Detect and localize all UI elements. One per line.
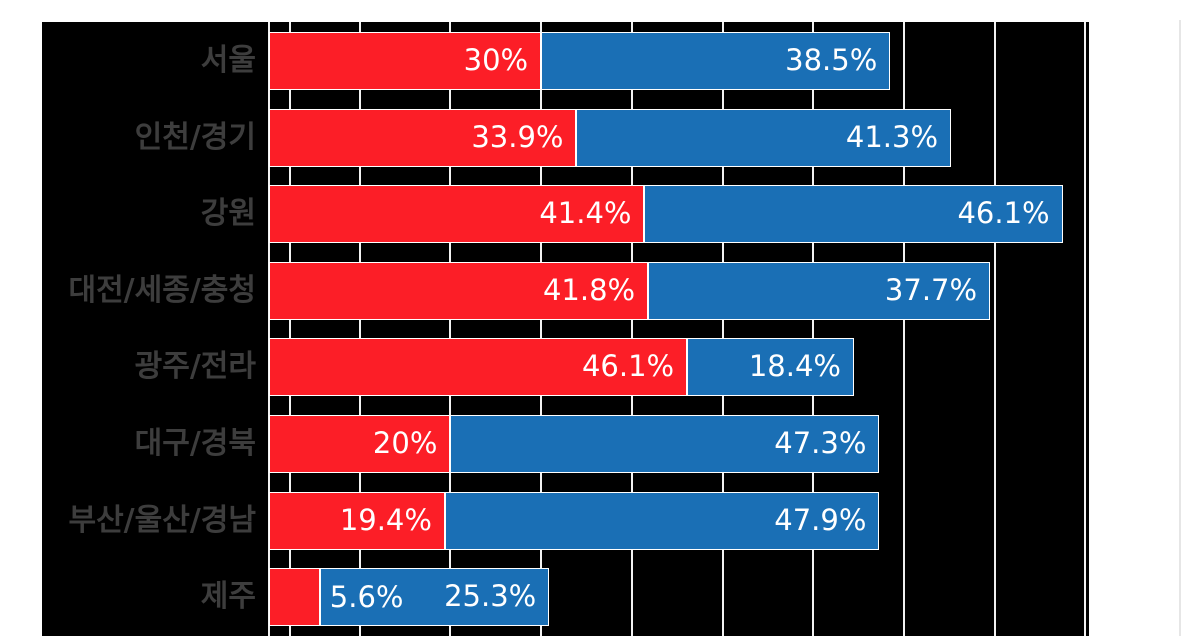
value-label: 33.9%	[471, 119, 564, 154]
blue-series-bar-segment: 37.7%	[648, 261, 991, 320]
x-gridline	[812, 22, 815, 636]
category-label: 대구/경북	[134, 426, 256, 461]
value-label: 37.7%	[884, 272, 978, 307]
category-label: 인천/경기	[134, 119, 256, 155]
red-series-bar-segment: 33.9%	[269, 108, 577, 167]
red-series-bar-segment: 41.4%	[269, 185, 645, 244]
x-gridline	[268, 22, 270, 636]
x-gridline	[449, 22, 452, 636]
category-label: 서울	[200, 43, 256, 78]
category-label: 부산/울산/경남	[68, 502, 256, 538]
value-label: 20%	[372, 426, 438, 460]
red-series-bar-segment: 41.8%	[269, 261, 649, 320]
blue-series-bar-segment: 47.9%	[444, 491, 880, 550]
value-label: 19.4%	[339, 502, 432, 537]
blue-series-bar-segment: 41.3%	[576, 108, 952, 167]
blue-series-bar-segment: 47.3%	[450, 415, 880, 473]
page-edge-divider	[1179, 20, 1181, 636]
x-gridline	[721, 22, 724, 636]
value-label: 41.4%	[539, 196, 632, 231]
plot-area: 서울 30% 38.5% 인천/경기 33.9% 41.3% 강원 41.4% 46.1% 대전/…	[42, 22, 1089, 636]
x-gridline	[540, 22, 543, 636]
red-series-bar-segment: 19.4%	[269, 491, 445, 550]
category-label: 대전/세종/충청	[68, 272, 256, 308]
x-gridline	[288, 22, 291, 636]
blue-series-bar-segment: 25.3%	[319, 568, 550, 627]
value-label: 18.4%	[748, 349, 841, 384]
red-series-bar-segment: 20%	[269, 415, 451, 473]
blue-series-bar-segment: 46.1%	[644, 185, 1063, 244]
category-label: 강원	[200, 196, 256, 232]
value-label: 38.5%	[785, 43, 878, 77]
value-label: 46.1%	[581, 349, 675, 384]
value-label: 46.1%	[957, 196, 1050, 231]
value-label: 47.9%	[774, 502, 867, 537]
value-label: 41.3%	[845, 119, 939, 154]
red-series-bar-segment: 46.1%	[269, 338, 688, 397]
x-gridline	[630, 22, 633, 636]
x-gridline	[1084, 22, 1087, 636]
category-label: 제주	[200, 579, 256, 615]
red-series-bar-segment: 30%	[269, 32, 542, 90]
x-gridline	[902, 22, 905, 636]
red-series-bar-segment	[269, 568, 320, 627]
x-gridline	[358, 22, 361, 636]
blue-series-bar-segment: 38.5%	[541, 32, 891, 90]
value-label: 41.8%	[542, 272, 636, 307]
blue-series-bar-segment: 18.4%	[687, 338, 854, 397]
category-label: 광주/전라	[134, 349, 256, 385]
value-label: 30%	[463, 43, 529, 77]
value-label: 5.6%	[329, 580, 404, 615]
value-label: 25.3%	[444, 579, 537, 614]
x-gridline	[993, 22, 996, 636]
value-label: 47.3%	[774, 426, 867, 460]
